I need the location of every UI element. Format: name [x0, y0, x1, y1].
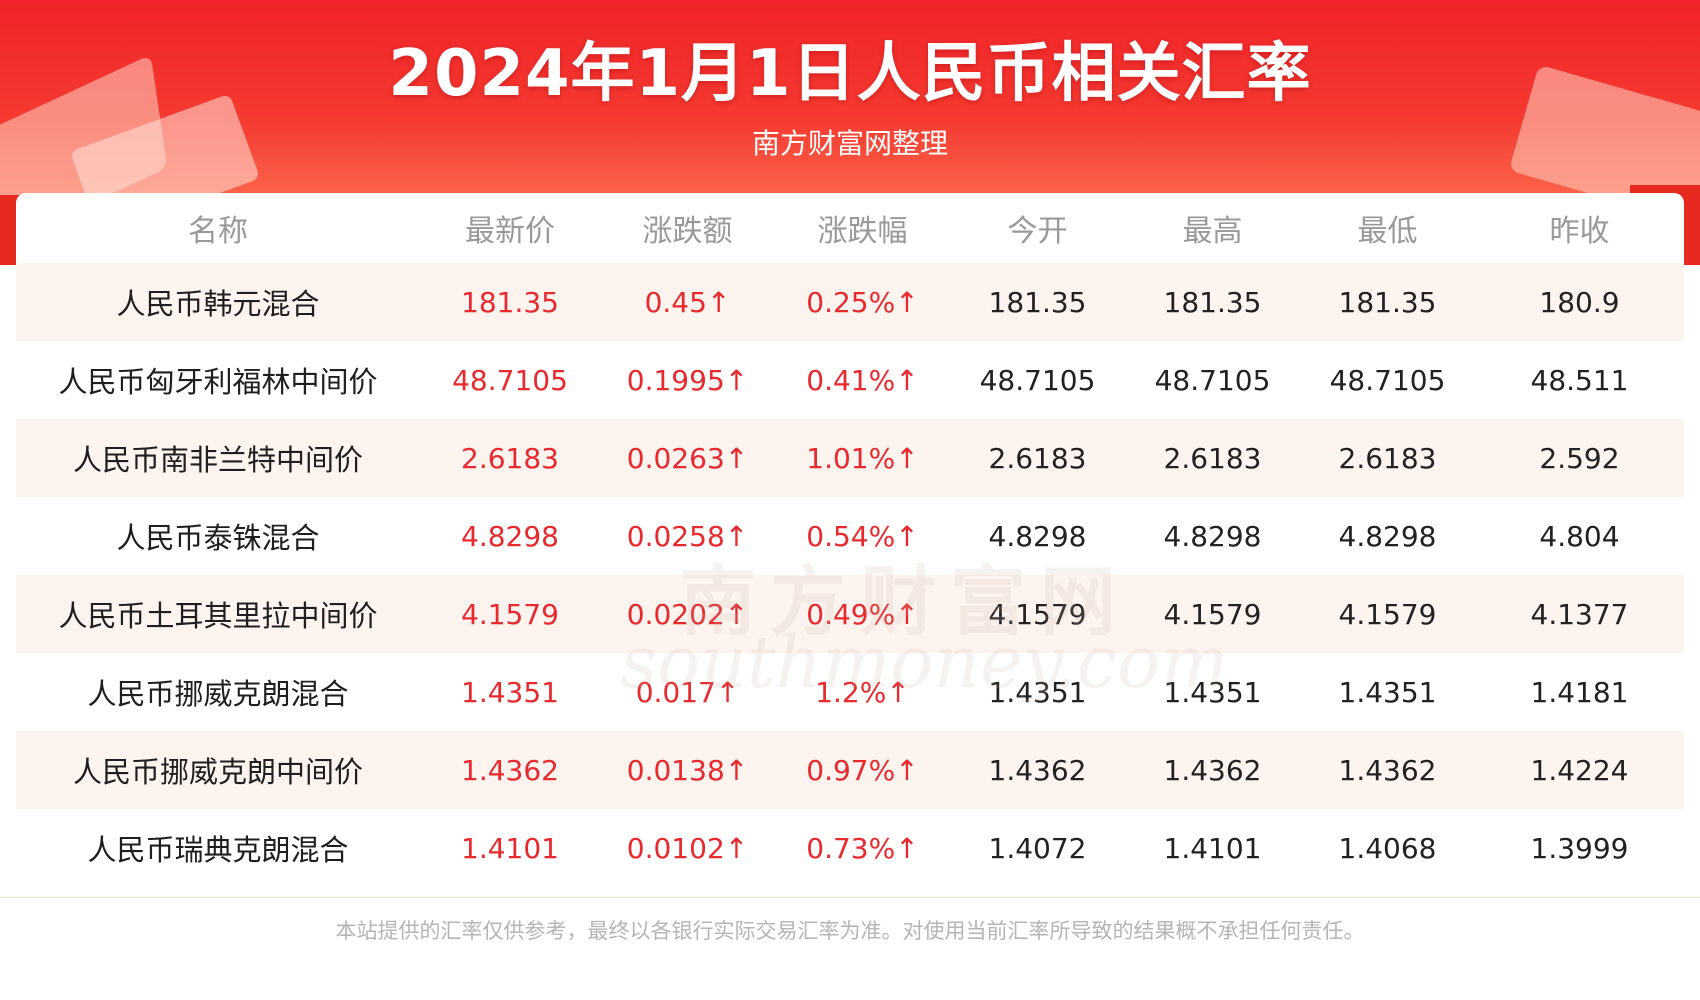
table-row: 人民币泰铢混合 4.8298 0.0258↑ 0.54%↑ 4.8298 4.8…	[16, 497, 1684, 575]
column-header-open: 今开	[1007, 214, 1068, 249]
low-price: 48.7105	[1329, 363, 1446, 397]
change-amount: 0.0138↑	[626, 753, 749, 787]
column-header-high: 最高	[1182, 214, 1243, 249]
open-price: 181.35	[988, 285, 1087, 319]
low-price: 2.6183	[1338, 441, 1437, 475]
high-price: 2.6183	[1163, 441, 1262, 475]
latest-price: 2.6183	[461, 441, 559, 475]
table-header-row: 名称 最新价 涨跌额 涨跌幅 今开 最高 最低 昨收	[16, 193, 1684, 263]
currency-name: 人民币挪威克朗中间价	[72, 755, 363, 789]
change-amount: 0.0263↑	[626, 441, 749, 475]
latest-price: 4.8298	[461, 519, 559, 553]
change-percent: 0.49%↑	[806, 597, 919, 631]
open-price: 2.6183	[988, 441, 1087, 475]
change-amount: 0.1995↑	[626, 363, 749, 397]
prev-close: 4.1377	[1530, 597, 1629, 631]
open-price: 4.1579	[988, 597, 1087, 631]
change-percent: 1.2%↑	[815, 675, 910, 709]
low-price: 4.8298	[1338, 519, 1437, 553]
table-row: 人民币挪威克朗混合 1.4351 0.017↑ 1.2%↑ 1.4351 1.4…	[16, 653, 1684, 731]
column-header-change-pct: 涨跌幅	[817, 214, 908, 249]
rates-table: 名称 最新价 涨跌额 涨跌幅 今开 最高 最低 昨收 人民币韩元混合 181.3…	[16, 193, 1684, 887]
high-price: 1.4101	[1163, 831, 1262, 865]
open-price: 48.7105	[979, 363, 1096, 397]
high-price: 48.7105	[1154, 363, 1271, 397]
table-row: 人民币瑞典克朗混合 1.4101 0.0102↑ 0.73%↑ 1.4072 1…	[16, 809, 1684, 887]
open-price: 1.4351	[988, 675, 1087, 709]
footer-divider	[0, 897, 1700, 898]
low-price: 1.4351	[1338, 675, 1437, 709]
change-percent: 1.01%↑	[806, 441, 919, 475]
latest-price: 48.7105	[452, 363, 568, 397]
table-row: 人民币匈牙利福林中间价 48.7105 0.1995↑ 0.41%↑ 48.71…	[16, 341, 1684, 419]
change-amount: 0.0258↑	[626, 519, 749, 553]
high-price: 4.1579	[1163, 597, 1262, 631]
low-price: 4.1579	[1338, 597, 1437, 631]
footer-disclaimer: 本站提供的汇率仅供参考，最终以各银行实际交易汇率为准。对使用当前汇率所导致的结果…	[335, 919, 1365, 943]
high-price: 1.4362	[1163, 753, 1262, 787]
open-price: 1.4362	[988, 753, 1087, 787]
column-header-latest: 最新价	[465, 214, 555, 249]
table-row: 人民币南非兰特中间价 2.6183 0.0263↑ 1.01%↑ 2.6183 …	[16, 419, 1684, 497]
open-price: 4.8298	[988, 519, 1087, 553]
prev-close: 1.4181	[1530, 675, 1629, 709]
change-percent: 0.73%↑	[806, 831, 919, 865]
change-percent: 0.97%↑	[806, 753, 919, 787]
table-row: 人民币韩元混合 181.35 0.45↑ 0.25%↑ 181.35 181.3…	[16, 263, 1684, 341]
table-row: 人民币土耳其里拉中间价 4.1579 0.0202↑ 0.49%↑ 4.1579…	[16, 575, 1684, 653]
page-subtitle: 南方财富网整理	[751, 127, 948, 160]
latest-price: 181.35	[461, 285, 559, 319]
column-header-name: 名称	[188, 214, 248, 249]
currency-name: 人民币南非兰特中间价	[72, 443, 363, 477]
change-percent: 0.54%↑	[806, 519, 919, 553]
column-header-prev-close: 昨收	[1549, 214, 1610, 249]
low-price: 1.4362	[1338, 753, 1437, 787]
table-row: 人民币挪威克朗中间价 1.4362 0.0138↑ 0.97%↑ 1.4362 …	[16, 731, 1684, 809]
currency-name: 人民币韩元混合	[116, 287, 320, 321]
change-amount: 0.0102↑	[626, 831, 749, 865]
prev-close: 2.592	[1539, 441, 1620, 475]
prev-close: 4.804	[1539, 519, 1620, 553]
latest-price: 1.4101	[461, 831, 559, 865]
latest-price: 1.4362	[461, 753, 559, 787]
currency-name: 人民币泰铢混合	[116, 521, 320, 555]
column-header-change: 涨跌额	[642, 214, 733, 249]
high-price: 181.35	[1163, 285, 1262, 319]
low-price: 181.35	[1338, 285, 1437, 319]
high-price: 4.8298	[1163, 519, 1262, 553]
open-price: 1.4072	[988, 831, 1087, 865]
page-title: 2024年1月1日人民币相关汇率	[388, 37, 1312, 111]
currency-name: 人民币瑞典克朗混合	[87, 833, 349, 867]
change-amount: 0.0202↑	[626, 597, 749, 631]
change-amount: 0.45↑	[644, 285, 731, 319]
prev-close: 180.9	[1539, 285, 1620, 319]
latest-price: 4.1579	[461, 597, 559, 631]
change-amount: 0.017↑	[635, 675, 740, 709]
latest-price: 1.4351	[461, 675, 559, 709]
prev-close: 1.4224	[1530, 753, 1629, 787]
change-percent: 0.41%↑	[806, 363, 919, 397]
high-price: 1.4351	[1163, 675, 1262, 709]
column-header-low: 最低	[1357, 214, 1418, 249]
low-price: 1.4068	[1338, 831, 1437, 865]
rates-card: 名称 最新价 涨跌额 涨跌幅 今开 最高 最低 昨收 人民币韩元混合 181.3…	[16, 193, 1684, 898]
change-percent: 0.25%↑	[806, 285, 919, 319]
currency-name: 人民币挪威克朗混合	[87, 677, 349, 711]
prev-close: 1.3999	[1530, 831, 1629, 865]
prev-close: 48.511	[1530, 363, 1629, 397]
currency-name: 人民币匈牙利福林中间价	[58, 365, 378, 399]
currency-name: 人民币土耳其里拉中间价	[58, 599, 378, 633]
